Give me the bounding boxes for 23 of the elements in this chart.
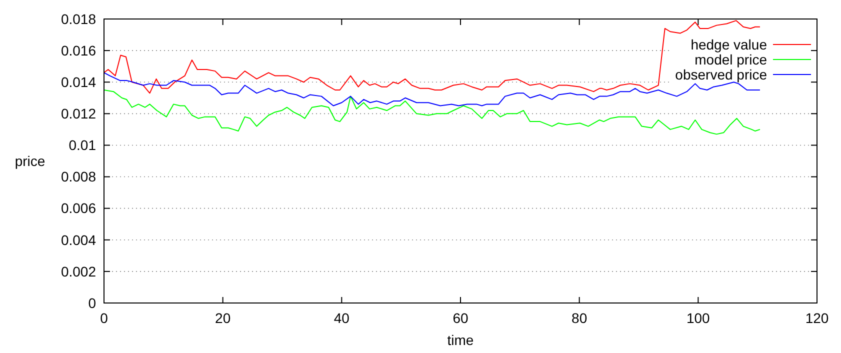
y-tick-label: 0.01 (68, 137, 96, 154)
legend-label: model price (694, 51, 768, 68)
x-tick-label: 20 (215, 310, 231, 326)
y-tick-label: 0.018 (60, 10, 96, 27)
y-tick-label: 0.014 (60, 74, 96, 90)
y-tick-label: 0.006 (60, 200, 96, 216)
y-tick-label: 0.008 (60, 168, 96, 185)
y-axis-title: price (14, 152, 46, 169)
x-tick-label: 100 (686, 310, 710, 326)
x-axis-title: time (447, 332, 474, 348)
line-series (104, 90, 760, 135)
y-tick-label: 0.004 (60, 232, 96, 248)
y-tick-label: 0.002 (60, 263, 96, 280)
x-tick-label: 120 (805, 310, 829, 326)
x-tick-label: 0 (100, 310, 108, 326)
legend-label: hedge value (690, 36, 768, 52)
x-tick-label: 80 (572, 310, 588, 326)
x-tick-label: 60 (452, 310, 468, 326)
legend-label: observed price (675, 66, 768, 82)
y-tick-label: 0.012 (60, 106, 96, 122)
y-tick-label: 0 (88, 294, 96, 311)
y-tick-label: 0.016 (60, 42, 96, 58)
x-tick-label: 40 (334, 310, 350, 326)
